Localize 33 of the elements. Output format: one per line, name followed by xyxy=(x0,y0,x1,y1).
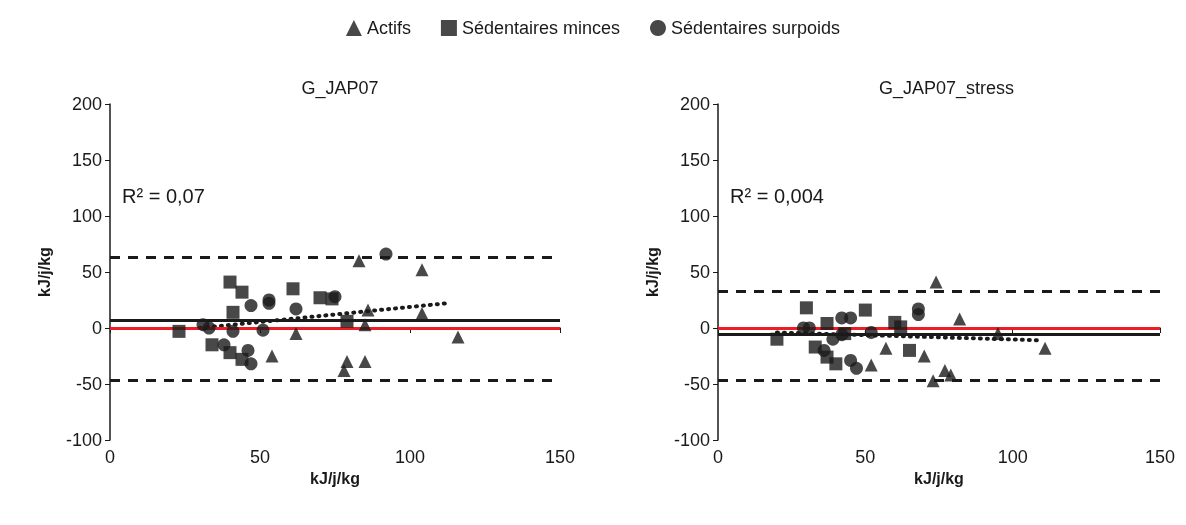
y-tick-label: -50 xyxy=(683,374,710,394)
y-tick-label: 150 xyxy=(71,150,102,170)
y-tick-label: 0 xyxy=(91,318,102,338)
y-tick-label: 200 xyxy=(679,94,710,114)
y-axis-title: kJ/j/kg xyxy=(643,247,661,297)
annotation: R² = 0,07 xyxy=(122,185,205,207)
y-tick-label: 100 xyxy=(679,206,710,226)
annotation: R² = 0,004 xyxy=(730,185,824,207)
x-axis-title: kJ/j/kg xyxy=(310,470,360,488)
x-tick-label: 100 xyxy=(394,447,426,467)
x-tick-label: 150 xyxy=(544,447,576,467)
legend-label: Sédentaires surpoids xyxy=(670,18,841,38)
x-tick-label: 50 xyxy=(249,447,271,467)
y-tick-label: 200 xyxy=(71,94,102,114)
chart-title: G_JAP07_stress xyxy=(878,78,1015,99)
y-tick-label: 150 xyxy=(679,150,710,170)
y-tick-label: 0 xyxy=(699,318,710,338)
x-tick-label: 0 xyxy=(712,447,724,467)
x-tick-label: 100 xyxy=(997,447,1028,467)
x-tick-label: 150 xyxy=(1144,447,1176,467)
y-tick-label: 50 xyxy=(689,262,710,282)
legend-label: Actifs xyxy=(366,18,411,38)
y-tick-label: -100 xyxy=(673,430,710,450)
x-tick-label: 0 xyxy=(104,447,116,467)
y-tick-label: 50 xyxy=(81,262,102,282)
y-tick-label: -50 xyxy=(75,374,102,394)
y-axis-title: kJ/j/kg xyxy=(35,247,53,297)
x-tick-label: 50 xyxy=(855,447,876,467)
x-axis-title: kJ/j/kg xyxy=(914,470,964,488)
chart-title: G_JAP07 xyxy=(301,78,379,99)
y-tick-label: -100 xyxy=(65,430,102,450)
legend-label: Sédentaires minces xyxy=(461,18,621,38)
y-tick-label: 100 xyxy=(71,206,102,226)
